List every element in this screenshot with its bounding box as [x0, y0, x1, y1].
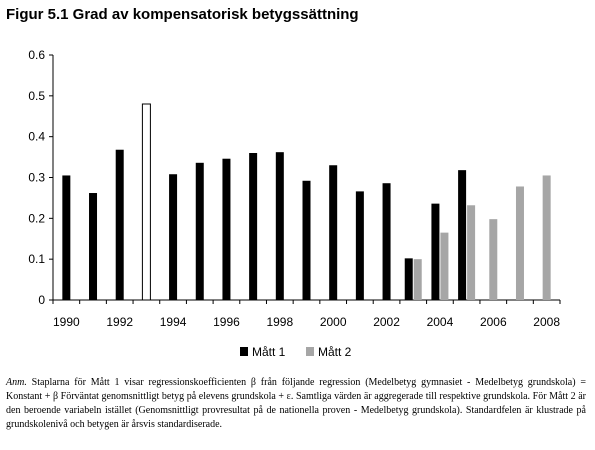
bar-matt1-1997	[249, 153, 258, 300]
bar-matt1-1999	[302, 180, 311, 300]
bar-matt1-2000	[329, 165, 338, 300]
legend-swatch-2	[306, 347, 314, 356]
bar-matt1-1990	[62, 175, 71, 300]
bar-matt2-2004	[440, 232, 449, 300]
bar-matt1-2004	[431, 203, 440, 300]
chart-note: Anm. Staplarna för Mått 1 visar regressi…	[6, 376, 586, 432]
y-tick-label: 0.2	[28, 211, 45, 225]
bar-matt1-1995	[195, 162, 204, 300]
bar-matt1-2001	[355, 191, 364, 300]
x-tick-label: 2008	[533, 315, 560, 329]
y-tick-label: 0.6	[28, 48, 45, 62]
bar-matt1-2005	[458, 170, 467, 300]
bar-matt1-2002	[382, 183, 391, 300]
chart-title: Figur 5.1 Grad av kompensatorisk betygss…	[6, 6, 359, 23]
bar-matt1-2003	[404, 258, 413, 300]
y-tick-label: 0.4	[28, 130, 45, 144]
x-tick-label: 2002	[373, 315, 400, 329]
x-tick-label: 2000	[320, 315, 347, 329]
x-tick-label: 1990	[53, 315, 80, 329]
bar-matt2-2007	[515, 186, 524, 300]
legend: Mått 1 Mått 2	[240, 345, 352, 359]
note-prefix: Anm.	[6, 377, 27, 388]
bar-matt1-1991	[89, 193, 98, 300]
legend-label-1: Mått 1	[252, 345, 286, 359]
y-axis: 0 0.1 0.2 0.3 0.4 0.5 0.6	[28, 48, 54, 307]
bar-matt1-1993	[141, 103, 151, 301]
x-tick-label: 2004	[427, 315, 454, 329]
legend-label-2: Mått 2	[318, 345, 352, 359]
x-tick-label: 1998	[266, 315, 293, 329]
bar-matt1-1998	[275, 152, 284, 300]
bars	[62, 103, 551, 301]
x-tick-label: 2006	[480, 315, 507, 329]
x-tick-label: 1996	[213, 315, 240, 329]
legend-swatch-1	[240, 347, 248, 356]
bar-matt2-2003	[413, 259, 422, 300]
note-text: Staplarna för Mått 1 visar regressionsko…	[6, 377, 587, 430]
x-tick-label: 1994	[160, 315, 187, 329]
bar-matt1-1992	[115, 149, 124, 300]
bar-matt2-2006	[489, 219, 498, 300]
x-axis: 1990 1992 1994 1996 1998 2000 2002 2004 2006 2008	[52, 299, 561, 329]
y-tick-label: 0.5	[28, 89, 45, 103]
y-tick-label: 0	[38, 293, 45, 307]
y-tick-label: 0.3	[28, 171, 45, 185]
bar-matt1-1996	[222, 158, 231, 300]
bar-matt2-2005	[467, 205, 476, 300]
x-tick-label: 1992	[106, 315, 133, 329]
y-tick-label: 0.1	[28, 252, 45, 266]
bar-matt1-1994	[169, 174, 178, 300]
bar-matt2-2008	[542, 175, 551, 300]
